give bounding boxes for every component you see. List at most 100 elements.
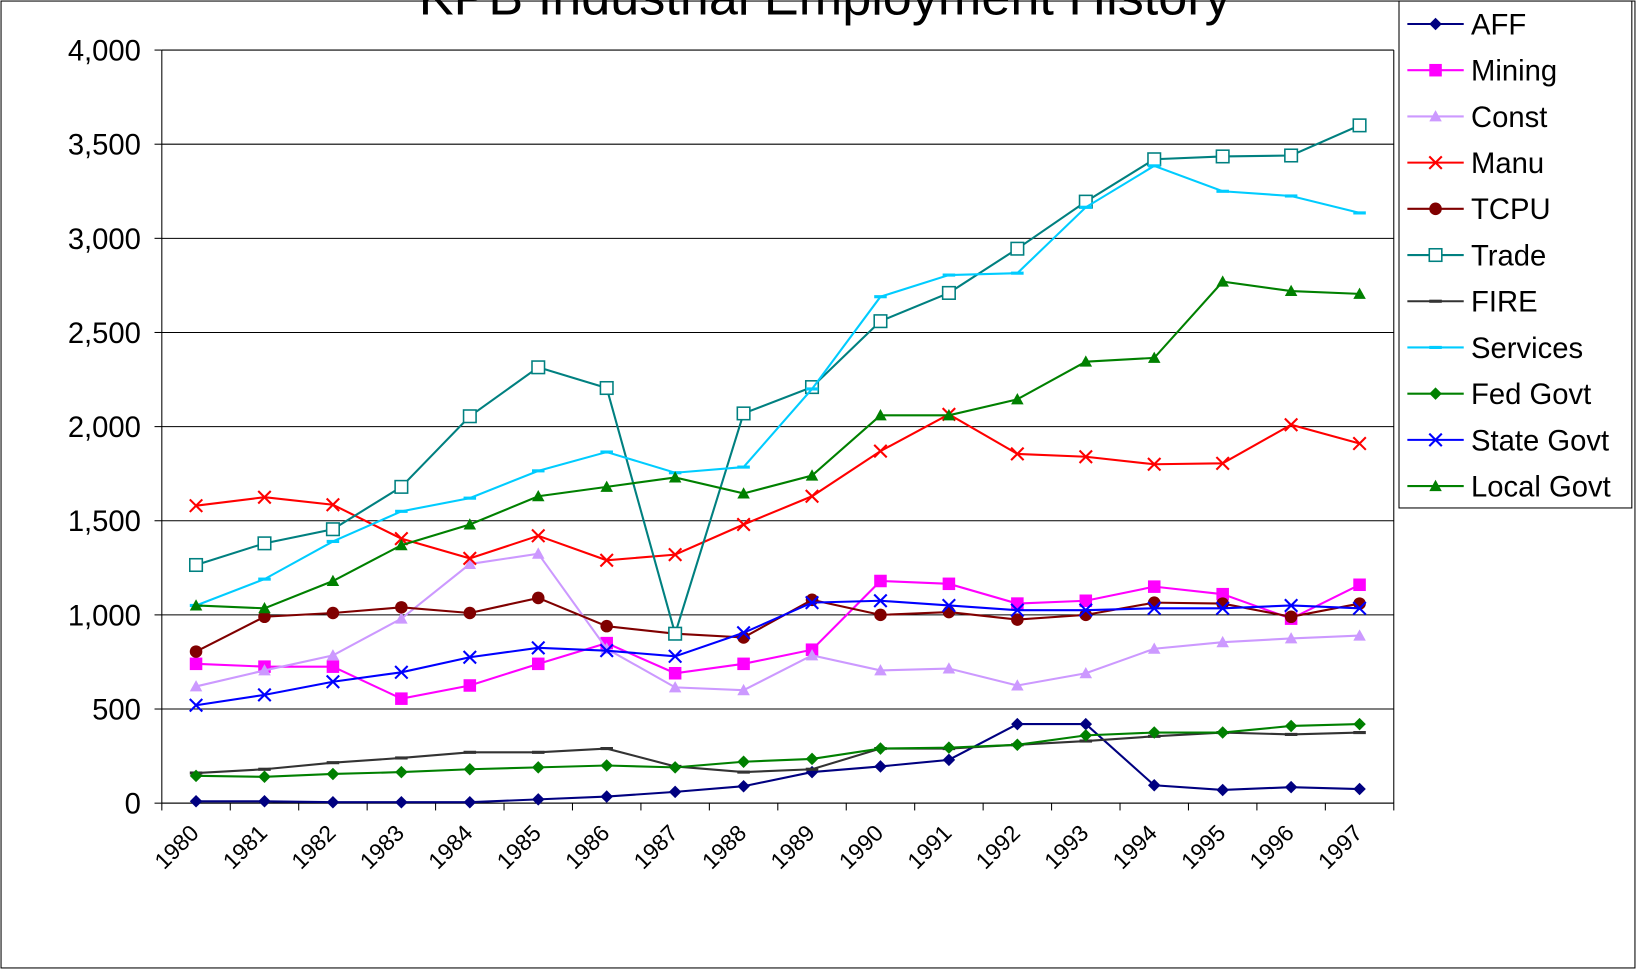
y-tick-label: 0 [125, 789, 141, 821]
line [196, 723, 1360, 778]
marker [1353, 287, 1366, 299]
marker [1216, 635, 1229, 648]
marker [942, 409, 956, 421]
line [196, 723, 1360, 804]
marker [1216, 587, 1229, 601]
marker [874, 664, 887, 676]
marker [326, 574, 340, 586]
marker [189, 645, 203, 658]
marker [1429, 110, 1442, 122]
line [196, 579, 1361, 700]
marker [462, 551, 477, 566]
marker [395, 692, 408, 705]
marker [736, 625, 751, 640]
marker [1353, 782, 1366, 796]
marker [326, 649, 340, 661]
marker [805, 752, 819, 766]
legend-label: Manu [1471, 148, 1544, 180]
marker [189, 795, 203, 808]
marker [941, 285, 956, 300]
marker [1079, 729, 1093, 742]
marker [1079, 608, 1093, 622]
marker [531, 528, 546, 543]
marker [874, 574, 887, 588]
marker [189, 769, 203, 783]
marker [668, 547, 683, 562]
marker [1147, 351, 1161, 363]
marker [600, 619, 613, 633]
marker [531, 360, 546, 375]
marker [1284, 148, 1299, 163]
marker [394, 479, 409, 494]
marker [258, 664, 271, 676]
marker [531, 490, 545, 502]
marker [942, 577, 956, 591]
marker [873, 593, 888, 608]
marker [463, 606, 477, 620]
marker [1284, 610, 1298, 624]
marker [1079, 355, 1093, 367]
marker [395, 612, 408, 624]
marker [463, 679, 477, 692]
marker [1352, 436, 1367, 451]
marker [1428, 432, 1443, 447]
marker [1353, 578, 1366, 592]
marker [189, 498, 204, 513]
y-tick-label: 1,000 [68, 600, 141, 632]
marker [1147, 580, 1161, 593]
marker [668, 626, 683, 641]
legend-label: Services [1471, 333, 1583, 365]
marker [1216, 783, 1229, 797]
marker [1428, 247, 1443, 263]
marker [600, 790, 613, 803]
marker [874, 409, 887, 421]
marker [395, 538, 408, 551]
marker [462, 650, 477, 665]
marker [668, 666, 682, 680]
legend-label: Trade [1471, 240, 1546, 272]
line [195, 599, 1360, 707]
y-tick-label: 2,500 [68, 318, 141, 350]
marker [395, 601, 408, 614]
marker [599, 643, 614, 658]
marker [258, 795, 271, 808]
marker [1147, 601, 1162, 616]
series [189, 407, 1367, 568]
marker [1078, 603, 1093, 618]
line [195, 124, 1360, 638]
marker [737, 487, 750, 499]
marker [1353, 597, 1366, 610]
marker [805, 595, 820, 610]
legend-label: FIRE [1471, 287, 1538, 319]
marker [531, 591, 545, 605]
marker [395, 795, 408, 809]
legend-label: Mining [1471, 56, 1557, 88]
marker [1284, 284, 1298, 297]
marker [1147, 726, 1161, 739]
legend-label: Local Govt [1471, 472, 1611, 504]
legend-label: State Govt [1471, 425, 1609, 457]
marker [325, 497, 340, 512]
marker [1284, 632, 1298, 644]
marker [668, 681, 682, 693]
y-tick-label: 3,500 [68, 130, 141, 162]
marker [941, 598, 956, 613]
marker [531, 761, 545, 774]
legend-label: AFF [1471, 9, 1526, 41]
marker [1352, 601, 1367, 616]
series [189, 164, 1366, 608]
marker [599, 380, 614, 396]
marker [1216, 597, 1229, 610]
marker [531, 793, 545, 806]
marker [942, 605, 956, 619]
marker [326, 606, 340, 620]
marker [1216, 726, 1229, 739]
marker [257, 490, 272, 505]
marker [463, 763, 477, 776]
marker [531, 640, 546, 655]
marker [1215, 149, 1230, 164]
marker [258, 610, 271, 624]
marker [873, 314, 888, 329]
marker [1011, 613, 1024, 626]
line [195, 413, 1360, 562]
